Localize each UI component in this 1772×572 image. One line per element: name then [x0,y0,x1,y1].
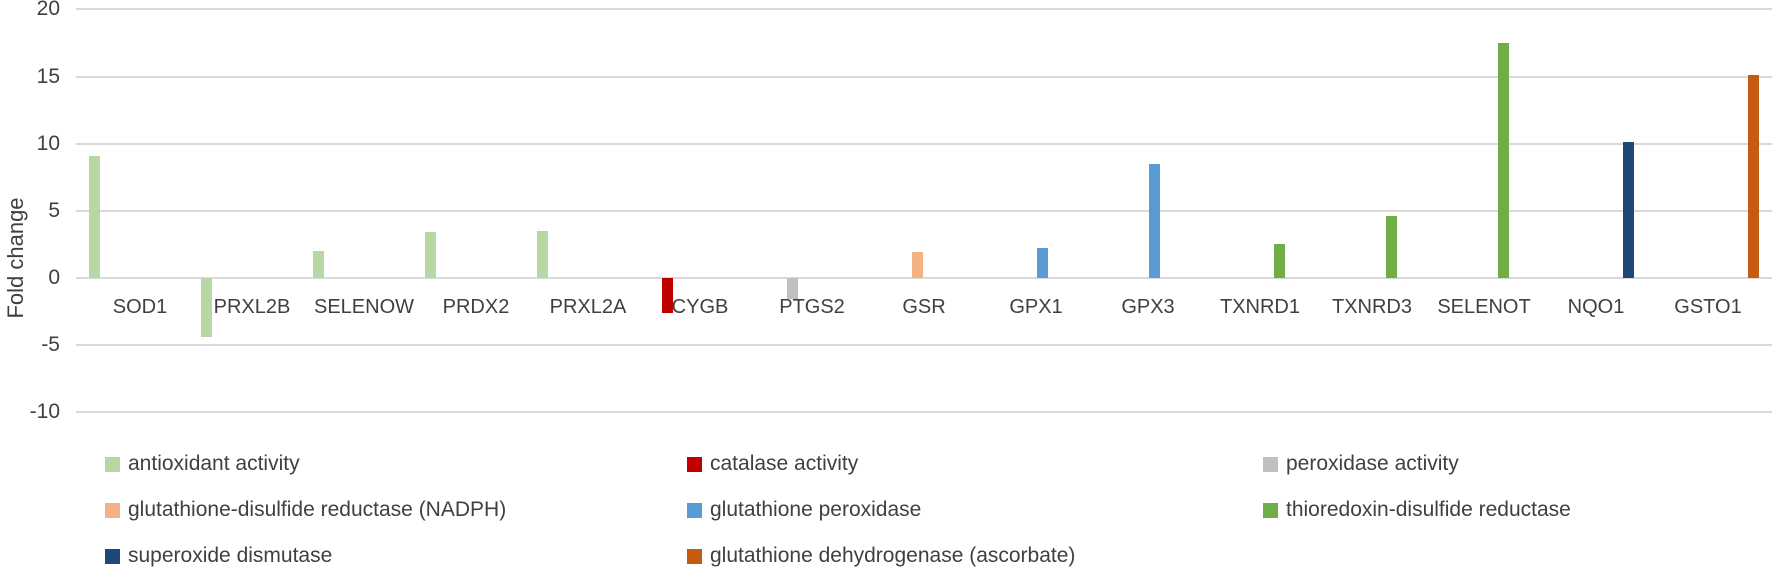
y-axis-title: Fold change [3,197,28,319]
legend-item: glutathione-disulfide reductase (NADPH) [105,498,506,522]
x-tick-label-GPX3: GPX3 [1121,296,1175,318]
legend-label: thioredoxin-disulfide reductase [1286,498,1571,521]
y-tick-label--5: -5 [41,333,60,357]
bar-GSR [912,252,923,278]
x-tick-label-NQO1: NQO1 [1567,296,1625,318]
x-tick-label-GSTO1: GSTO1 [1674,296,1742,318]
bar-SELENOW [313,251,324,278]
bar-TXNRD3 [1386,216,1397,278]
legend-label: peroxidase activity [1286,452,1459,475]
x-tick-label-PRDX2: PRDX2 [442,296,510,318]
legend-swatch-icon [1263,502,1278,518]
bar-PRXL2B [201,278,212,338]
x-tick-label-SOD1: SOD1 [112,296,168,318]
bar-SELENOT [1498,42,1509,278]
bar-CYGB [662,278,673,313]
x-tick-label-PRXL2A: PRXL2A [549,296,627,318]
x-tick-label-GSR: GSR [902,296,946,318]
legend-label: glutathione peroxidase [710,498,922,521]
x-tick-label-CYGB: CYGB [671,296,729,318]
gridline-y-0 [76,277,1772,279]
x-tick-label-TXNRD3: TXNRD3 [1331,296,1412,318]
legend-swatch-icon [687,548,702,564]
legend-swatch-icon [687,456,702,472]
legend-label: glutathione dehydrogenase (ascorbate) [710,544,1076,567]
y-tick-label-10: 10 [36,131,60,155]
gridline-y--5 [76,344,1772,347]
bar-PRDX2 [425,232,436,278]
legend-item: glutathione peroxidase [687,498,921,522]
bar-SOD1 [89,155,100,278]
bar-PRXL2A [537,230,548,278]
legend-label: glutathione-disulfide reductase (NADPH) [128,498,507,521]
gridline-y-15 [76,75,1772,78]
legend-item: superoxide dismutase [105,544,332,568]
y-tick-label-20: 20 [36,0,60,21]
legend-swatch-icon [105,456,120,472]
y-tick-label-0: 0 [48,266,60,289]
x-tick-label-PTGS2: PTGS2 [779,296,845,318]
x-tick-label-SELENOT: SELENOT [1437,296,1531,318]
x-tick-label-TXNRD1: TXNRD1 [1219,296,1300,318]
bar-GSTO1 [1748,75,1759,278]
legend-label: antioxidant activity [128,452,300,475]
gridline-y-5 [76,209,1772,212]
legend-label: catalase activity [710,452,859,475]
gridline-y-10 [76,142,1772,145]
legend-swatch-icon [105,548,120,564]
bar-GPX1 [1037,248,1048,278]
legend-item: peroxidase activity [1263,452,1459,476]
bar-TXNRD1 [1274,244,1285,278]
x-tick-label-PRXL2B: PRXL2B [213,296,291,318]
bar-GPX3 [1149,163,1160,278]
legend-item: glutathione dehydrogenase (ascorbate) [687,544,1075,568]
y-tick-label-15: 15 [36,64,60,88]
bar-PTGS2 [787,278,798,300]
y-tick-label--10: -10 [29,400,60,424]
y-tick-label-5: 5 [48,198,60,222]
legend-item: thioredoxin-disulfide reductase [1263,498,1571,522]
x-tick-label-GPX1: GPX1 [1009,296,1063,318]
bar-NQO1 [1623,142,1634,278]
legend-label: superoxide dismutase [128,544,333,567]
gridline-y--10 [76,411,1772,414]
legend-swatch-icon [687,502,702,518]
legend-item: antioxidant activity [105,452,300,476]
gridline-y-20 [76,8,1772,11]
legend-item: catalase activity [687,452,858,476]
x-tick-label-SELENOW: SELENOW [313,296,415,318]
legend-swatch-icon [105,502,120,518]
legend-swatch-icon [1263,456,1278,472]
